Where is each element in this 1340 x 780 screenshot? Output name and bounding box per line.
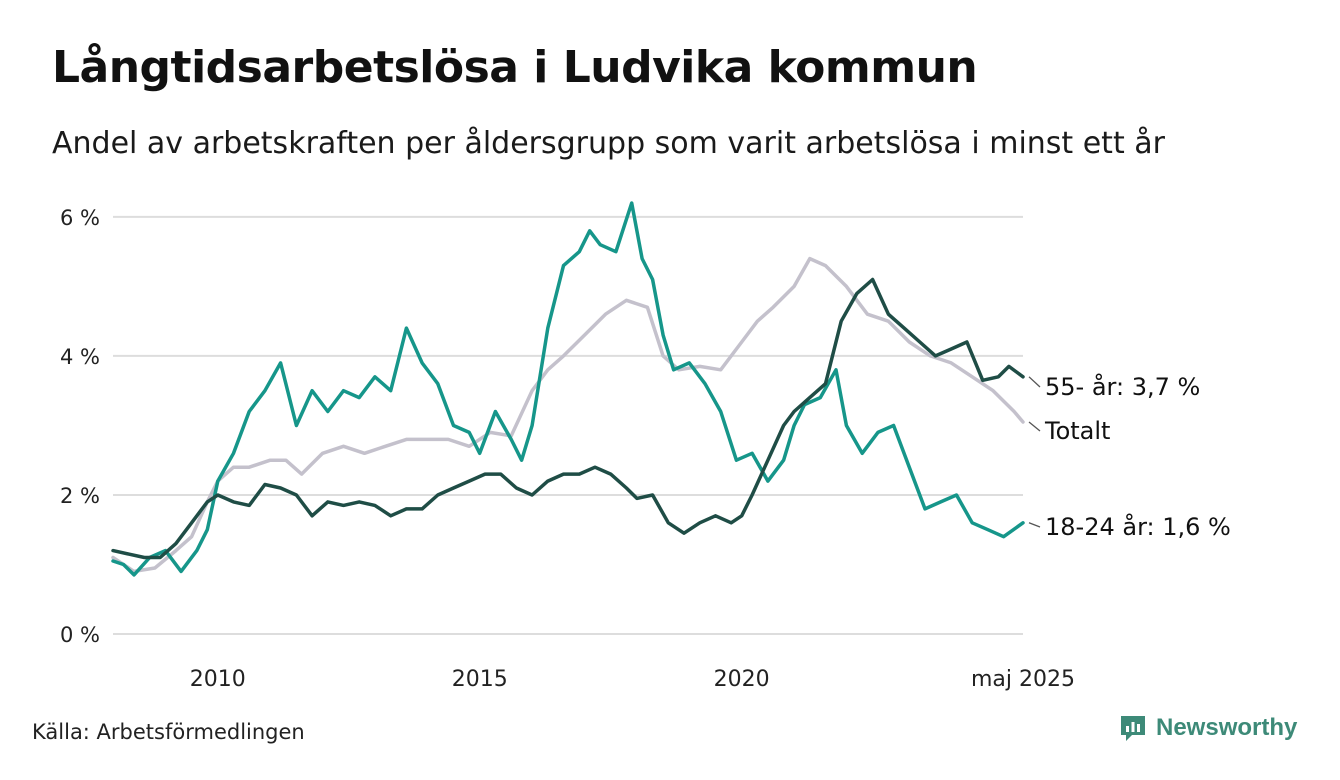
end-label-55-: 55- år: 3,7 % bbox=[1045, 372, 1200, 401]
series-line-18-24 bbox=[111, 201, 1025, 577]
end-labels: 55- år: 3,7 % Totalt 18-24 år: 1,6 % bbox=[1028, 372, 1231, 541]
source-note: Källa: Arbetsförmedlingen bbox=[32, 720, 305, 744]
newsworthy-logo-icon bbox=[1121, 716, 1145, 741]
y-tick-label: 2 % bbox=[60, 484, 100, 508]
brand-name: Newsworthy bbox=[1156, 714, 1298, 741]
end-label-leader bbox=[1028, 522, 1041, 528]
series-line-total bbox=[111, 256, 1025, 574]
y-tick-label: 6 % bbox=[60, 206, 100, 230]
end-label-leader bbox=[1028, 421, 1041, 432]
end-label-total: Totalt bbox=[1044, 417, 1110, 445]
y-tick-label: 0 % bbox=[60, 623, 100, 647]
gridlines bbox=[113, 215, 1023, 635]
end-label-18-24: 18-24 år: 1,6 % bbox=[1045, 512, 1231, 541]
series-line-55- bbox=[111, 277, 1025, 560]
x-tick-label: 2010 bbox=[190, 667, 246, 692]
y-tick-label: 4 % bbox=[60, 345, 100, 369]
series-lines bbox=[111, 201, 1025, 577]
brand-logo: Newsworthy bbox=[1118, 713, 1297, 743]
chart-subtitle: Andel av arbetskraften per åldersgrupp s… bbox=[52, 126, 1165, 161]
x-tick-label: 2020 bbox=[714, 667, 770, 692]
x-tick-label: maj 2025 bbox=[971, 667, 1075, 692]
chart-title: Långtidsarbetslösa i Ludvika kommun bbox=[52, 42, 978, 93]
x-axis-ticks: 2010 2015 2020 maj 2025 bbox=[190, 667, 1075, 692]
x-tick-label: 2015 bbox=[452, 667, 508, 692]
y-axis-ticks: 0 % 2 % 4 % 6 % bbox=[60, 206, 100, 647]
end-label-leader bbox=[1028, 376, 1041, 388]
